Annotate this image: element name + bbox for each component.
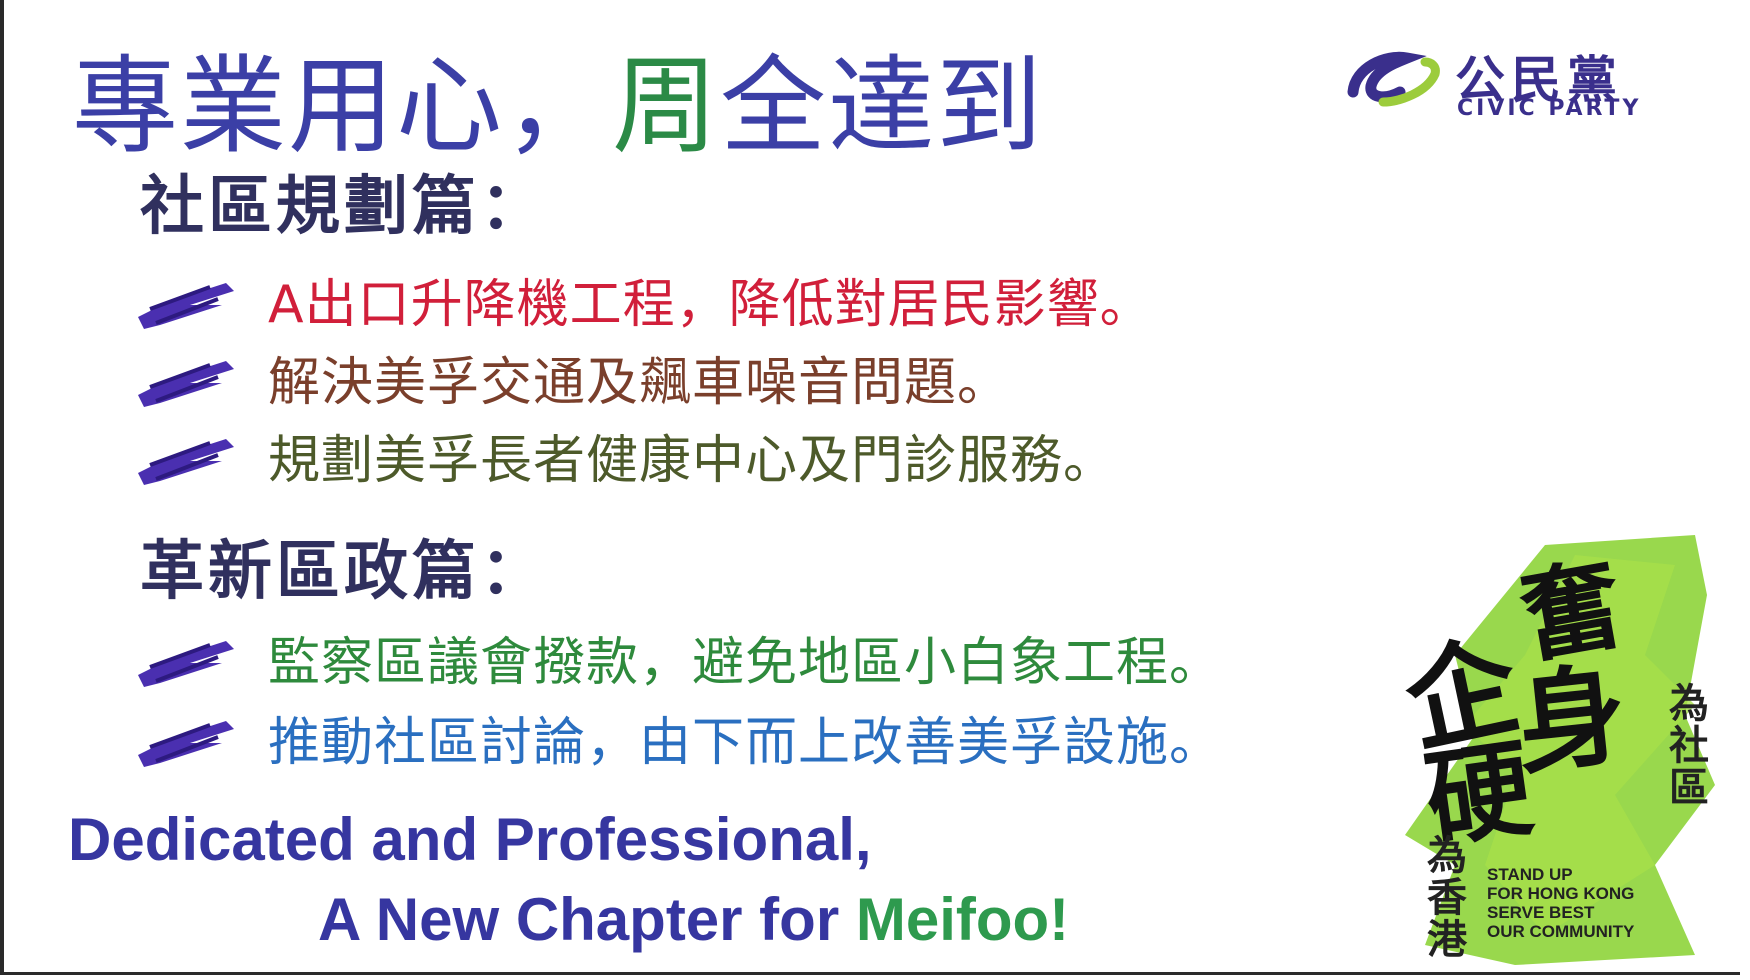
brush-stroke-icon bbox=[138, 360, 234, 407]
section-title-reform: 革新區政篇： bbox=[140, 535, 548, 609]
stamp-english-line: FOR HONG KONG bbox=[1487, 884, 1635, 903]
vertical-text-for-hk: 為 香 港 bbox=[1425, 835, 1469, 961]
list-item: A出口升降機工程，降低對居民影響。 bbox=[130, 262, 1153, 337]
list-item: 監察區議會撥款，避免地區小白象工程。 bbox=[130, 620, 1222, 695]
stamp-english-line: STAND UP bbox=[1487, 865, 1573, 884]
brush-stroke-icon bbox=[138, 282, 234, 329]
headline: 專業用心，周全達到 bbox=[72, 20, 1044, 174]
headline-part3: 全達到 bbox=[720, 45, 1044, 168]
stamp-english-line: OUR COMMUNITY bbox=[1487, 922, 1635, 941]
brush-stroke-icon bbox=[138, 720, 234, 767]
headline-part2: 周 bbox=[612, 45, 720, 168]
brush-stroke-icon bbox=[138, 640, 234, 687]
stand-up-stamp: 企 硬 奮 身 為 香 港 為 社 區 STAND UP FOR HONG KO… bbox=[1395, 535, 1720, 965]
bullet-text: A出口升降機工程，降低對居民影響。 bbox=[268, 275, 1153, 335]
logo-chinese: 公民黨 bbox=[1455, 51, 1623, 109]
list-item: 解決美孚交通及飆車噪音問題。 bbox=[130, 340, 1010, 415]
bullet-text: 推動社區討論，由下而上改善美孚設施。 bbox=[268, 713, 1223, 773]
bullet-text: 規劃美孚長者健康中心及門診服務。 bbox=[268, 431, 1117, 491]
list-item: 推動社區討論，由下而上改善美孚設施。 bbox=[130, 700, 1222, 775]
vertical-text-for-community: 為 社 區 bbox=[1667, 683, 1711, 809]
party-logo-icon bbox=[1347, 51, 1440, 107]
logo-english: CIVIC PARTY bbox=[1457, 96, 1642, 121]
calligraphy-char-4: 身 bbox=[1509, 649, 1633, 790]
headline-part1: 專業用心， bbox=[72, 45, 612, 168]
stamp-english: STAND UP FOR HONG KONG SERVE BEST OUR CO… bbox=[1487, 865, 1634, 941]
slogan-line2: A New Chapter for Meifoo! bbox=[318, 885, 1069, 954]
list-item: 規劃美孚長者健康中心及門診服務。 bbox=[130, 418, 1116, 493]
stamp-english-line: SERVE BEST bbox=[1487, 903, 1595, 922]
green-brush-background bbox=[1405, 535, 1715, 965]
slogan-line1: Dedicated and Professional, bbox=[68, 806, 872, 873]
vertical-char: 為 bbox=[1427, 833, 1467, 879]
vertical-char: 香 bbox=[1427, 875, 1467, 921]
bullet-text: 解決美孚交通及飆車噪音問題。 bbox=[268, 353, 1011, 413]
brush-stroke-icon bbox=[138, 438, 234, 485]
vertical-char: 區 bbox=[1669, 765, 1709, 811]
civic-party-logo: 公民黨 CIVIC PARTY bbox=[1345, 40, 1685, 130]
slogan-line2-green: Meifoo! bbox=[855, 886, 1070, 953]
vertical-char: 為 bbox=[1669, 681, 1709, 727]
vertical-char: 港 bbox=[1427, 917, 1467, 963]
vertical-char: 社 bbox=[1669, 723, 1709, 769]
slogan-line2-main: A New Chapter for bbox=[318, 886, 856, 953]
section-title-planning: 社區規劃篇： bbox=[140, 170, 548, 244]
bullet-text: 監察區議會撥款，避免地區小白象工程。 bbox=[268, 633, 1223, 693]
